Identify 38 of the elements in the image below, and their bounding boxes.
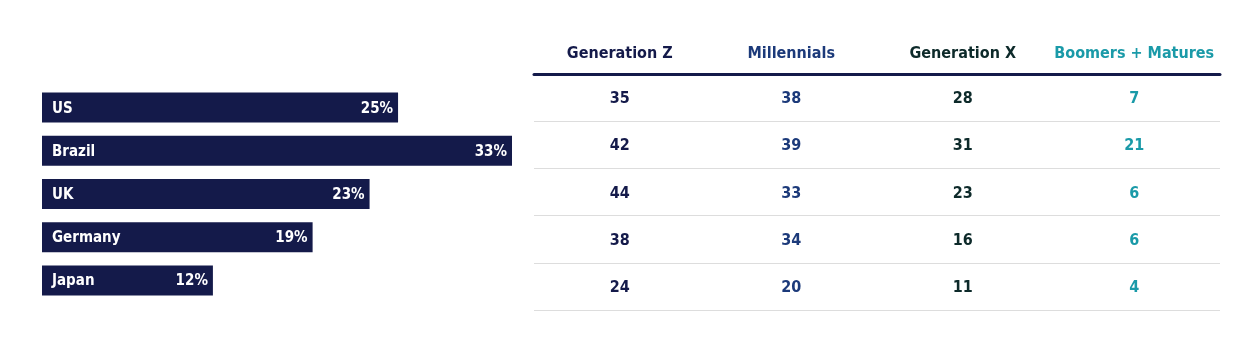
data-label: 31 [952, 135, 973, 155]
data-label: 4 [1129, 276, 1140, 296]
data-label: 28 [952, 88, 973, 108]
y-tick-label: Brazil [52, 141, 96, 160]
data-label: 11 [952, 276, 973, 296]
data-label: 39 [781, 135, 802, 155]
data-label: 38 [781, 88, 802, 108]
data-label: 23 [952, 182, 973, 202]
data-label: 16 [952, 229, 973, 249]
y-tick-label: Germany [52, 228, 121, 247]
data-label: 19% [275, 228, 309, 247]
x-tick-label: Generation Z [566, 42, 673, 62]
data-label: 24 [609, 276, 630, 296]
x-tick-label: Millennials [747, 42, 836, 62]
data-label: 6 [1129, 229, 1140, 249]
bar [42, 222, 313, 253]
data-label: 25% [360, 98, 394, 117]
bar [42, 179, 370, 209]
data-label: 6 [1129, 182, 1140, 202]
data-label: 12% [175, 271, 209, 290]
y-tick-label: UK [52, 185, 74, 203]
data-label: 34 [781, 229, 802, 249]
data-label: 23% [332, 185, 366, 203]
data-label: 33 [781, 182, 802, 202]
data-label: 35 [609, 88, 630, 108]
y-tick-label: Japan [51, 271, 95, 290]
data-label: 33% [474, 141, 508, 160]
x-tick-label: Generation X [909, 42, 1016, 62]
data-label: 38 [609, 229, 630, 249]
y-tick-label: US [52, 98, 73, 117]
data-label: 7 [1129, 88, 1140, 108]
x-tick-label: Boomers + Matures [1054, 42, 1215, 62]
data-label: 44 [609, 182, 630, 202]
data-label: 20 [781, 276, 802, 296]
data-label: 42 [609, 135, 630, 155]
bar [42, 135, 512, 166]
data-label: 21 [1124, 135, 1145, 155]
bar [42, 92, 399, 123]
